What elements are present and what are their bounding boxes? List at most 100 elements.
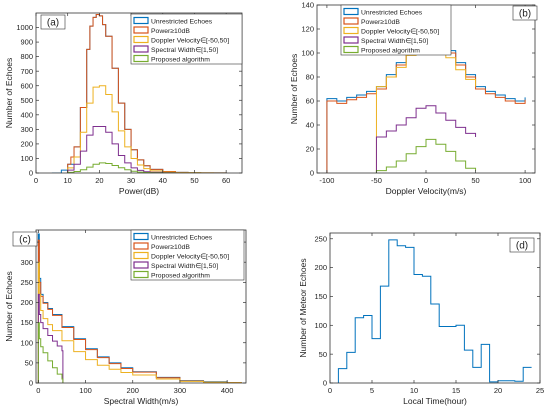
legend-entry-a-2: Doppler Velocity∈[-50,50] — [151, 38, 229, 45]
ytick-label-c-1: 50 — [25, 358, 33, 367]
xtick-label-d-1: 5 — [370, 386, 374, 395]
legend-swatch-c-3 — [133, 261, 149, 269]
series-c-2 — [37, 261, 242, 383]
xtick-label-c-2: 200 — [126, 386, 139, 395]
ytick-label-a-10: 1000 — [16, 23, 33, 32]
legend-swatch-b-2 — [343, 26, 359, 35]
legend-box-b — [340, 4, 452, 56]
ytick-label-b-6: 120 — [301, 25, 314, 34]
panel-label-a: (a) — [47, 18, 59, 29]
legend-entry-b-0: Unrestricted Echoes — [361, 10, 423, 17]
xlabel-b: Doppler Velocity(m/s) — [386, 186, 467, 196]
panel-label-b: (b) — [519, 9, 531, 20]
legend-entry-b-1: Power≥10dB — [361, 19, 400, 26]
xlabel-c: Spectral Width(m/s) — [104, 396, 179, 406]
panel-label-box-a — [40, 14, 66, 30]
series-b-3 — [375, 105, 477, 173]
ytick-label-a-2: 200 — [20, 140, 33, 149]
legend-swatch-c-0 — [133, 232, 149, 241]
xtick-label-b-2: 0 — [424, 176, 428, 185]
legend-box-a — [130, 13, 243, 65]
ylabel-a: Number of Echoes — [4, 58, 14, 128]
legend-entry-b-4: Proposed algorithm — [361, 48, 420, 55]
ytick-label-b-7: 140 — [301, 1, 314, 10]
ytick-label-a-8: 800 — [20, 52, 33, 61]
ylabel-c: Number of Echoes — [4, 271, 14, 341]
legend-entry-b-2: Doppler Velocity∈[-50,50] — [361, 29, 439, 36]
legend-entry-a-3: Spectral Width∈[1,50] — [151, 47, 218, 54]
legend-entry-b-3: Spectral Width∈[1,50] — [361, 38, 428, 45]
ytick-label-c-6: 300 — [20, 258, 33, 267]
xtick-label-b-0: -100 — [319, 176, 334, 185]
xtick-label-c-0: 0 — [36, 386, 40, 395]
legend-b: Unrestricted Echoes Power≥10dB Doppler Vel… — [340, 4, 452, 56]
panel-label-box-b — [512, 5, 538, 21]
legend-swatch-a-3 — [133, 45, 149, 53]
xlabel-d: Local Time(hour) — [403, 396, 467, 406]
ytick-label-c-0: 0 — [29, 379, 33, 388]
ytick-label-c-5: 250 — [20, 278, 33, 287]
xtick-label-b-3: 50 — [471, 176, 479, 185]
panel-c: 0100200300400050100150200250300350Spectr… — [4, 229, 247, 406]
ytick-label-d-4: 200 — [314, 263, 327, 272]
xtick-label-d-3: 15 — [452, 386, 460, 395]
legend-swatch-b-1 — [343, 17, 359, 25]
xtick-label-a-0: 0 — [34, 176, 38, 185]
panel-label-c: (c) — [19, 235, 31, 246]
ylabel-b: Number of Echoes — [289, 54, 299, 124]
series-d-0 — [337, 239, 532, 383]
panel-label-box-c — [12, 231, 38, 247]
xlabel-a: Power(dB) — [119, 186, 159, 196]
legend-box-c — [130, 229, 245, 281]
legend-swatch-a-0 — [133, 16, 149, 25]
ytick-label-d-5: 250 — [314, 234, 327, 243]
legend-entry-c-4: Proposed algorithm — [151, 273, 210, 280]
axes-frame-a — [35, 12, 243, 174]
xtick-label-c-3: 300 — [174, 386, 187, 395]
legend-swatch-c-2 — [133, 251, 149, 260]
panel-a: 0 10 20 30 40 50 60010020030040050060070080090… — [4, 12, 243, 196]
legend-swatch-b-0 — [343, 7, 359, 16]
xtick-label-d-2: 10 — [410, 386, 418, 395]
legend-entry-a-1: Power≥10dB — [151, 28, 190, 35]
ytick-label-c-3: 150 — [20, 318, 33, 327]
series-c-4 — [37, 322, 64, 383]
xtick-label-d-0: 0 — [328, 386, 332, 395]
legend-c: Unrestricted Echoes Power≥10dB Doppler Vel… — [130, 229, 245, 281]
ytick-label-b-0: 0 — [310, 169, 314, 178]
legend-swatch-a-1 — [133, 26, 149, 34]
ytick-label-b-2: 40 — [306, 121, 314, 130]
legend-entry-c-2: Doppler Velocity∈[-50,50] — [151, 254, 229, 261]
ytick-label-a-1: 100 — [20, 154, 33, 163]
ytick-label-a-3: 300 — [20, 125, 33, 134]
ytick-label-d-3: 150 — [314, 292, 327, 301]
legend-entry-c-3: Spectral Width∈[1,50] — [151, 263, 218, 270]
ytick-label-d-0: 0 — [323, 379, 327, 388]
xtick-label-a-3: 30 — [127, 176, 135, 185]
legend-entry-c-1: Power≥10dB — [151, 244, 190, 251]
ytick-label-b-4: 80 — [306, 73, 314, 82]
legend-a: Unrestricted Echoes Power≥10dB Doppler Vel… — [130, 13, 243, 65]
ytick-label-a-9: 900 — [20, 38, 33, 47]
ytick-label-a-4: 400 — [20, 110, 33, 119]
legend-swatch-a-2 — [133, 35, 149, 44]
legend-entry-a-0: Unrestricted Echoes — [151, 19, 213, 26]
ytick-label-b-5: 100 — [301, 49, 314, 58]
ytick-label-a-6: 600 — [20, 81, 33, 90]
legend-swatch-b-3 — [343, 36, 359, 44]
xtick-label-b-4: 100 — [519, 176, 532, 185]
xtick-label-c-4: 400 — [221, 386, 234, 395]
xtick-label-a-1: 10 — [64, 176, 72, 185]
ytick-label-a-0: 0 — [29, 169, 33, 178]
xtick-label-d-4: 20 — [494, 386, 502, 395]
series-c-3 — [37, 293, 64, 383]
panel-label-d: (d) — [516, 241, 528, 252]
ytick-label-a-7: 700 — [20, 67, 33, 76]
xtick-label-a-4: 40 — [159, 176, 167, 185]
legend-entry-c-0: Unrestricted Echoes — [151, 235, 213, 242]
ylabel-d: Number of Meteor Echoes — [298, 258, 308, 357]
xtick-label-d-5: 25 — [536, 386, 544, 395]
